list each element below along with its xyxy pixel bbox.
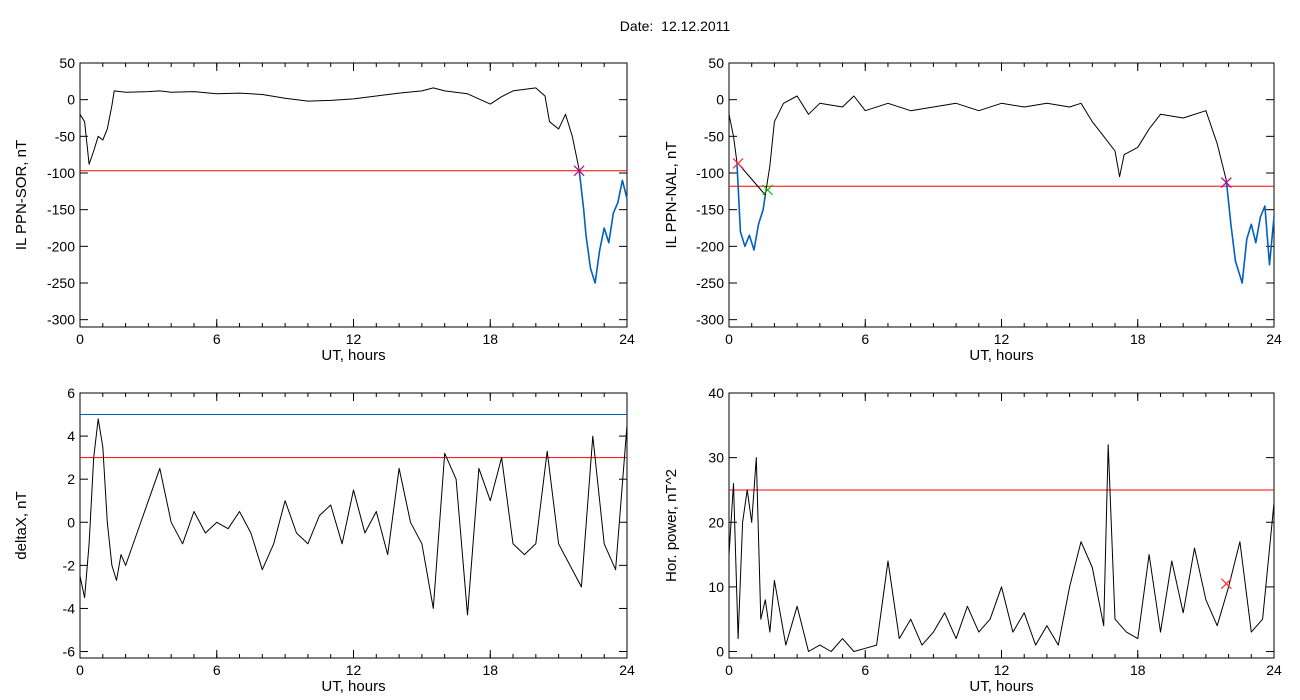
event-marker-stroke	[762, 184, 774, 196]
y-axis-title: deltaX, nT	[13, 491, 30, 559]
x-tick-label: 6	[213, 331, 221, 347]
x-tick-label: 6	[213, 662, 221, 678]
event-marker-stroke	[573, 165, 585, 177]
x-tick-label: 24	[619, 662, 635, 678]
event-marker-stroke	[1220, 578, 1232, 590]
x-axis-title: UT, hours	[969, 347, 1033, 364]
x-tick-label: 18	[482, 662, 498, 678]
y-tick-label: 50	[708, 55, 724, 71]
y-tick-label: -250	[696, 275, 724, 291]
y-tick-label: -100	[696, 165, 724, 181]
y-tick-label: -200	[696, 238, 724, 254]
event-marker	[1220, 578, 1232, 590]
x-tick-label: 6	[861, 662, 869, 678]
event-marker	[732, 158, 744, 169]
y-tick-label: -50	[704, 128, 724, 144]
plot-frame	[79, 62, 628, 328]
y-tick-label: 0	[67, 92, 75, 108]
y-axis-title: IL PPN-NAL, nT	[663, 142, 680, 249]
series-line-0	[728, 444, 1275, 652]
y-tick-label: -2	[63, 557, 76, 573]
x-tick-label: 0	[76, 662, 84, 678]
y-axis-title: Hor. power, nT^2	[663, 469, 680, 582]
y-tick-label: 4	[67, 428, 75, 444]
plot-frame	[79, 392, 628, 659]
y-tick-label: 10	[708, 579, 724, 595]
chart-panel-power: 0 6 12 18 24 40 30 20 10 0 UT, hours Hor. power, nT…	[663, 385, 1282, 695]
y-tick-label: 40	[708, 385, 724, 401]
x-tick-label: 0	[725, 331, 733, 347]
y-tick-label: 30	[708, 450, 724, 466]
y-axis-title: IL PPN-SOR, nT	[13, 140, 30, 250]
event-marker-stroke	[732, 158, 744, 169]
x-tick-label: 18	[1130, 331, 1146, 347]
event-marker	[573, 165, 585, 177]
chart-panel-sor: 0 6 12 18 24 50 0 -50 -100 -150 -200 -250 -300 UT, ho…	[13, 55, 635, 364]
y-tick-label: 2	[67, 471, 75, 487]
y-tick-label: 0	[716, 92, 724, 108]
x-tick-label: 0	[76, 331, 84, 347]
y-tick-label: -250	[47, 275, 75, 291]
x-tick-label: 18	[482, 331, 498, 347]
event-marker	[1220, 177, 1232, 188]
y-tick-label: 0	[716, 644, 724, 660]
series-line-1	[578, 169, 628, 284]
chart-panel-deltax: 0 6 12 18 24 6 4 2 0 -2 -4 -6 UT, hours deltaX, nT	[13, 385, 635, 695]
plot-frame	[728, 392, 1275, 659]
x-tick-label: 12	[994, 331, 1010, 347]
y-tick-label: -50	[55, 128, 75, 144]
series-line-0	[728, 95, 1227, 196]
x-tick-label: 18	[1130, 662, 1146, 678]
x-tick-label: 12	[994, 662, 1010, 678]
x-tick-label: 6	[861, 331, 869, 347]
y-tick-label: 6	[67, 385, 75, 401]
y-tick-label: -4	[63, 600, 76, 616]
x-axis-title: UT, hours	[969, 678, 1033, 695]
event-marker	[762, 184, 774, 196]
y-tick-label: 20	[708, 514, 724, 530]
series-line-0	[79, 418, 628, 616]
x-tick-label: 24	[619, 331, 635, 347]
series-line-0	[79, 87, 580, 170]
chart-panel-nal: 0 6 12 18 24 50 0 -50 -100 -150 -200 -250 -300 UT, ho…	[663, 55, 1282, 364]
series-line-1	[736, 161, 767, 251]
y-tick-label: 50	[59, 55, 75, 71]
y-tick-label: -100	[47, 165, 75, 181]
y-tick-label: -200	[47, 238, 75, 254]
y-tick-label: 0	[67, 514, 75, 530]
x-tick-label: 0	[725, 662, 733, 678]
series-line-2	[1225, 180, 1275, 284]
y-tick-label: -300	[47, 312, 75, 328]
event-marker-stroke	[1220, 177, 1232, 188]
y-tick-label: -300	[696, 312, 724, 328]
date-value: 12.12.2011	[661, 18, 731, 34]
date-label: Date:	[619, 18, 654, 34]
y-tick-label: -6	[63, 644, 76, 660]
x-axis-title: UT, hours	[321, 678, 385, 695]
x-axis-title: UT, hours	[321, 347, 385, 364]
y-tick-label: -150	[47, 202, 75, 218]
plot-frame	[728, 62, 1275, 328]
page-title: Date: 12.12.2011	[0, 18, 1300, 34]
x-tick-label: 24	[1266, 662, 1282, 678]
y-tick-label: -150	[696, 202, 724, 218]
x-tick-label: 24	[1266, 331, 1282, 347]
x-tick-label: 12	[346, 331, 362, 347]
x-tick-label: 12	[346, 662, 362, 678]
